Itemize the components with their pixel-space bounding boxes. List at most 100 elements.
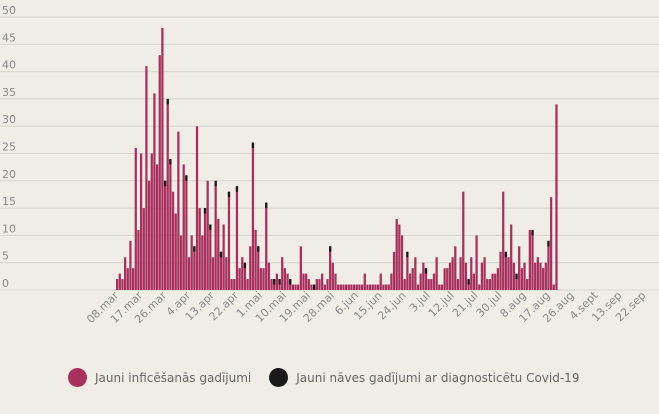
bar-cases <box>153 93 156 290</box>
bar-deaths <box>251 142 255 149</box>
bar-cases <box>462 191 465 290</box>
bar-cases <box>550 197 553 290</box>
bar-deaths <box>547 240 550 247</box>
y-tick-label: 0 <box>2 277 9 290</box>
bar-cases <box>440 284 444 290</box>
bar-deaths <box>163 180 167 187</box>
bar-cases <box>408 273 412 290</box>
bar-cases <box>265 202 268 290</box>
bar-cases <box>307 279 310 290</box>
bar-deaths <box>243 262 247 269</box>
bar-cases <box>499 251 502 290</box>
bar-cases <box>262 268 265 290</box>
bar-cases <box>486 279 489 290</box>
bar-cases <box>443 268 446 290</box>
bar-deaths <box>278 279 281 285</box>
bar-cases <box>297 284 300 290</box>
bar-cases <box>158 55 161 290</box>
bar-cases <box>283 268 287 290</box>
bar-cases <box>150 153 153 290</box>
bar-cases <box>344 284 348 290</box>
bar-cases <box>267 262 271 290</box>
bar-cases <box>155 164 159 290</box>
bar-cases <box>190 235 193 290</box>
bar-deaths <box>185 175 188 181</box>
bar-cases <box>230 279 233 290</box>
y-tick-label: 40 <box>2 59 16 72</box>
bar-cases <box>134 148 137 290</box>
bar-cases <box>446 268 449 290</box>
legend-label-cases: Jauni inficēšanās gadījumi <box>95 370 252 385</box>
bar-cases <box>528 229 531 290</box>
bar-cases <box>371 284 374 290</box>
y-tick-label: 5 <box>2 250 9 263</box>
bar-cases <box>257 246 260 290</box>
bar-deaths <box>235 186 239 192</box>
bar-cases <box>379 273 382 290</box>
bar-cases <box>249 246 252 290</box>
bar-deaths <box>406 251 409 258</box>
bar-deaths <box>203 208 207 214</box>
bar-cases <box>179 235 183 290</box>
bar-cases <box>302 273 305 290</box>
bar-cases <box>310 284 313 290</box>
bar-cases <box>472 273 476 290</box>
bar-cases <box>198 208 201 290</box>
bar-cases <box>483 257 486 290</box>
bar-cases <box>414 257 417 290</box>
bar-deaths <box>257 246 260 252</box>
bar-cases <box>390 273 393 290</box>
bar-deaths <box>329 246 332 252</box>
bar-cases <box>478 284 481 290</box>
bar-cases <box>187 257 191 290</box>
bar-cases <box>259 268 263 290</box>
bar-cases <box>395 219 398 290</box>
bar-cases <box>222 224 225 290</box>
bar-cases <box>275 273 279 290</box>
bar-cases <box>163 180 167 290</box>
bar-cases <box>488 279 492 290</box>
bar-deaths <box>531 229 534 236</box>
bar-cases <box>406 251 409 290</box>
bar-cases <box>195 126 199 290</box>
bar-cases <box>427 279 430 290</box>
bar-cases <box>225 257 228 290</box>
bar-cases <box>129 240 132 290</box>
y-tick-label: 30 <box>2 113 16 126</box>
bar-cases <box>334 273 337 290</box>
bar-cases <box>331 262 334 290</box>
bar-cases <box>400 235 404 290</box>
legend-swatch-cases <box>68 368 87 387</box>
bar-cases <box>339 284 342 290</box>
bar-cases <box>209 224 212 290</box>
bar-cases <box>448 262 452 290</box>
bar-deaths <box>467 279 470 285</box>
bar-cases <box>246 279 249 290</box>
bar-cases <box>118 273 121 290</box>
y-tick-label: 45 <box>2 31 16 44</box>
bar-cases <box>387 284 390 290</box>
bar-cases <box>193 246 196 290</box>
bar-cases <box>424 268 428 290</box>
y-tick-label: 35 <box>2 86 16 99</box>
y-axis-ticks: 0 5 10 15 20 25 30 35 40 45 50 <box>2 4 16 290</box>
bar-cases <box>475 235 478 290</box>
bar-cases <box>281 257 284 290</box>
legend-item-cases: Jauni inficēšanās gadījumi <box>68 368 251 387</box>
bar-deaths <box>504 251 508 258</box>
deaths-bars <box>163 98 550 290</box>
y-tick-label: 10 <box>2 222 16 235</box>
bar-deaths <box>227 191 231 198</box>
bar-cases <box>470 257 473 290</box>
bar-cases <box>123 257 127 290</box>
bar-cases <box>329 246 332 290</box>
bar-cases <box>435 257 438 290</box>
bar-cases <box>438 284 441 290</box>
bar-cases <box>366 284 369 290</box>
x-axis-ticks: 08.mar17.mar26.mar4.apr13.apr22.apr1.mai… <box>84 288 648 326</box>
bar-cases <box>507 257 510 290</box>
bar-cases <box>456 279 460 290</box>
bar-cases <box>542 268 545 290</box>
bar-cases <box>116 279 119 290</box>
